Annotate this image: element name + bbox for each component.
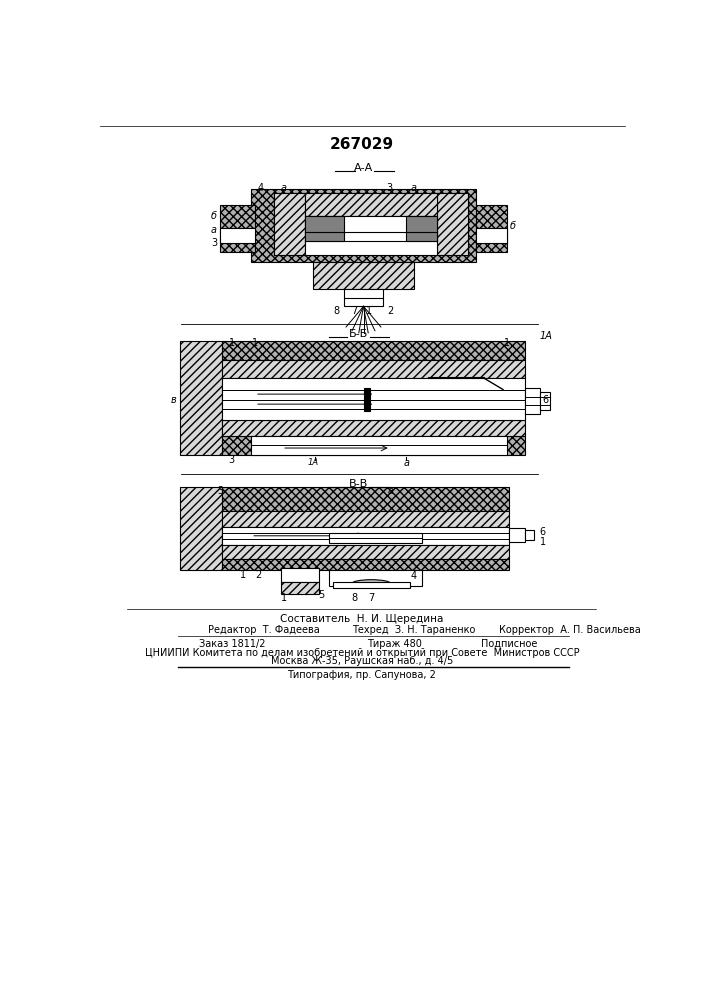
Text: б: б (510, 221, 516, 231)
Text: 1: 1 (366, 306, 372, 316)
Bar (223, 420, 525, 436)
Ellipse shape (352, 580, 391, 587)
Text: 3: 3 (211, 238, 217, 248)
Bar (223, 341, 525, 360)
Bar (180, 487, 223, 570)
Text: А-А: А-А (354, 163, 373, 173)
Bar (332, 582, 410, 588)
Text: Москва Ж-35, Раушская наб., д. 4/5: Москва Ж-35, Раушская наб., д. 4/5 (271, 656, 453, 666)
Bar (223, 559, 509, 570)
Bar (274, 193, 468, 255)
Bar (476, 228, 507, 243)
Text: 1: 1 (504, 338, 510, 348)
Text: а: а (411, 183, 417, 193)
Text: 1А: 1А (308, 458, 319, 467)
Bar (437, 193, 468, 255)
Bar (251, 189, 476, 262)
Text: 6: 6 (539, 527, 546, 537)
Bar (525, 388, 540, 414)
Text: Составитель  Н. И. Щередина: Составитель Н. И. Щередина (280, 614, 443, 624)
Bar (476, 205, 507, 252)
Bar (220, 205, 255, 252)
Bar (274, 193, 305, 255)
Bar (223, 545, 509, 559)
Text: Техред  З. Н. Тараненко: Техред З. Н. Тараненко (352, 625, 475, 635)
Bar (329, 533, 421, 543)
Text: а: а (211, 225, 217, 235)
Text: 2: 2 (256, 570, 262, 580)
Text: 1А: 1А (539, 331, 552, 341)
Bar (344, 289, 383, 306)
Bar (251, 436, 507, 455)
Text: Тираж 480: Тираж 480 (368, 639, 422, 649)
Text: ЦНИИПИ Комитета по делам изобретений и открытий при Совете  Министров СССР: ЦНИИПИ Комитета по делам изобретений и о… (145, 648, 579, 658)
Text: 4: 4 (257, 183, 264, 193)
Text: 7: 7 (351, 306, 357, 316)
Bar (223, 360, 525, 378)
Text: Редактор  Т. Фадеева: Редактор Т. Фадеева (209, 625, 320, 635)
Bar (363, 388, 370, 411)
Bar (305, 216, 437, 255)
Text: 7: 7 (368, 593, 375, 603)
Text: Подписное: Подписное (481, 639, 538, 649)
Bar (180, 341, 223, 455)
Text: В-В: В-В (349, 479, 368, 489)
Text: 267029: 267029 (330, 137, 394, 152)
Text: 3: 3 (228, 455, 235, 465)
Text: 6: 6 (542, 395, 549, 405)
Bar (281, 582, 320, 594)
Text: а: а (387, 486, 394, 496)
Bar (305, 193, 437, 216)
Text: 1: 1 (240, 570, 247, 580)
Text: 4: 4 (411, 571, 417, 581)
Text: а: а (403, 458, 409, 468)
Text: в: в (171, 395, 177, 405)
Bar (305, 216, 344, 241)
Bar (223, 378, 525, 420)
Bar (329, 570, 421, 586)
Text: 1: 1 (228, 338, 235, 348)
Bar (223, 436, 525, 455)
Bar (313, 262, 414, 289)
Text: 8: 8 (351, 593, 357, 603)
Bar (223, 487, 509, 511)
Text: 3: 3 (386, 183, 392, 193)
Text: Заказ 1811/2: Заказ 1811/2 (199, 639, 266, 649)
Bar (223, 511, 509, 527)
Bar (281, 568, 320, 582)
Text: 5: 5 (317, 590, 324, 600)
Text: Б-Б: Б-Б (349, 329, 368, 339)
Bar (220, 228, 255, 243)
Text: 8: 8 (333, 306, 339, 316)
Text: 3: 3 (217, 486, 223, 496)
Bar (525, 530, 534, 540)
Text: 1: 1 (252, 338, 258, 348)
Text: Корректор  А. П. Васильева: Корректор А. П. Васильева (499, 625, 641, 635)
Text: 2: 2 (387, 306, 394, 316)
Text: 1: 1 (281, 593, 288, 603)
Text: б: б (211, 211, 217, 221)
Bar (406, 216, 437, 241)
Text: а: а (281, 183, 286, 193)
Text: 1: 1 (539, 537, 546, 547)
Bar (223, 527, 509, 545)
Bar (540, 392, 549, 410)
Text: Типография, пр. Сапунова, 2: Типография, пр. Сапунова, 2 (288, 670, 436, 680)
Bar (509, 528, 525, 542)
